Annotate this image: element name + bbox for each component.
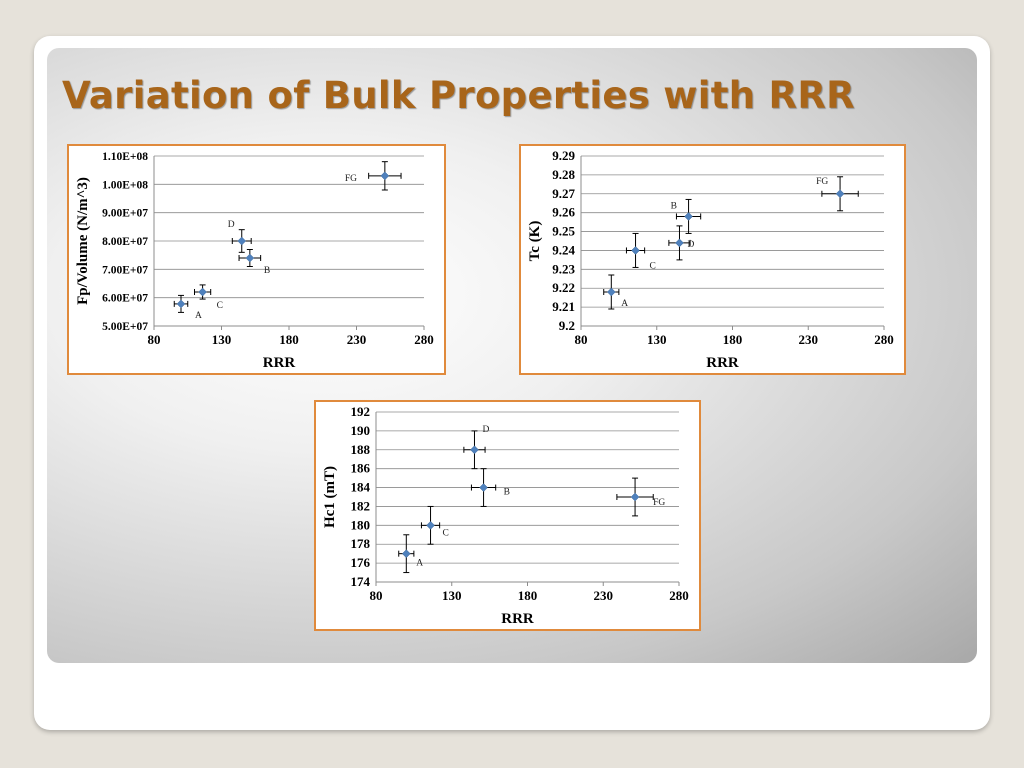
y-tick-label: 176 — [351, 555, 371, 570]
x-tick-label: 80 — [575, 332, 588, 347]
slide-title: Variation of Bulk Properties with RRR — [62, 74, 855, 117]
chart-svg: 9.2 9.21 9.22 9.23 9.24 9.25 9.26 9.27 9.28 9.29 8… — [527, 148, 894, 371]
chart-svg: 174 176 178 180 182 184 186 188 190 192 80 130 180 23… — [322, 404, 689, 627]
data-point-d — [675, 238, 684, 248]
data-point-b — [684, 212, 693, 221]
y-tick-label: 9.00E+07 — [102, 208, 148, 220]
x-axis-title: RRR — [501, 611, 534, 627]
data-point-fg — [630, 492, 640, 502]
y-tick-label: 6.00E+07 — [102, 293, 148, 305]
data-label-a: A — [195, 311, 202, 321]
y-tick-label: 1.10E+08 — [102, 151, 148, 163]
x-tick-label: 80 — [148, 332, 161, 347]
y-tick-label: 9.28 — [552, 167, 575, 182]
y-tick-label: 9.24 — [552, 242, 575, 257]
y-tick-label: 9.21 — [552, 299, 575, 314]
y-axis-title: Fp/Volume (N/m^3) — [75, 177, 91, 305]
y-axis-title: Hc1 (mT) — [322, 466, 338, 528]
chart-tc: 9.2 9.21 9.22 9.23 9.24 9.25 9.26 9.27 9.28 9.29 8… — [519, 144, 906, 375]
data-point-c — [198, 287, 207, 297]
x-tick-label: 130 — [212, 332, 232, 347]
chart-fp-volume: 5.00E+07 6.00E+07 7.00E+07 8.00E+07 9.00E+07… — [67, 144, 446, 375]
x-tick-label: 180 — [518, 588, 538, 603]
data-label-fg: FG — [345, 174, 357, 184]
y-tick-label: 9.29 — [552, 148, 575, 163]
data-label-fg: FG — [653, 498, 665, 508]
y-tick-label: 192 — [351, 404, 371, 419]
x-tick-label: 130 — [442, 588, 462, 603]
y-tick-label: 5.00E+07 — [102, 321, 148, 333]
chart-svg: 5.00E+07 6.00E+07 7.00E+07 8.00E+07 9.00E+07… — [75, 151, 434, 371]
x-tick-label: 230 — [799, 332, 819, 347]
y-tick-label: 9.26 — [552, 205, 575, 220]
data-point-d — [237, 236, 247, 246]
x-tick-label: 280 — [669, 588, 689, 603]
data-label-c: C — [443, 528, 449, 538]
x-tick-label: 180 — [279, 332, 299, 347]
x-tick-label: 280 — [874, 332, 894, 347]
x-tick-label: 180 — [723, 332, 743, 347]
data-point-c — [631, 246, 640, 255]
data-label-b: B — [264, 266, 270, 276]
data-point-a — [401, 549, 411, 559]
data-point-b — [245, 253, 255, 263]
y-tick-label: 8.00E+07 — [102, 236, 148, 248]
y-tick-label: 184 — [351, 480, 371, 495]
y-tick-label: 9.25 — [552, 224, 575, 239]
y-tick-label: 178 — [351, 536, 371, 551]
x-tick-label: 230 — [594, 588, 614, 603]
data-point-a — [606, 287, 616, 297]
data-label-d: D — [228, 220, 235, 230]
data-point-b — [479, 483, 488, 492]
y-tick-label: 7.00E+07 — [102, 264, 148, 276]
y-tick-label: 1.00E+08 — [102, 179, 148, 191]
data-label-b: B — [504, 488, 510, 498]
data-point-c — [426, 520, 435, 530]
x-tick-label: 280 — [414, 332, 434, 347]
data-label-a: A — [621, 299, 628, 309]
y-tick-label: 186 — [351, 461, 371, 476]
x-axis-title: RRR — [706, 355, 739, 371]
y-tick-label: 182 — [351, 498, 371, 513]
data-point-d — [470, 445, 479, 455]
data-point-fg — [835, 189, 845, 199]
y-tick-label: 190 — [351, 423, 371, 438]
data-label-c: C — [217, 301, 223, 311]
y-tick-label: 9.22 — [552, 280, 575, 295]
x-tick-label: 80 — [370, 588, 383, 603]
data-point-fg — [380, 171, 390, 181]
chart-hc1: 174 176 178 180 182 184 186 188 190 192 80 130 180 23… — [314, 400, 701, 631]
y-tick-label: 188 — [351, 442, 371, 457]
data-label-c: C — [650, 261, 656, 271]
y-tick-label: 174 — [351, 574, 371, 589]
x-axis-title: RRR — [263, 355, 296, 371]
y-tick-label: 9.27 — [552, 186, 575, 201]
data-label-b: B — [671, 201, 677, 211]
y-axis-title: Tc (K) — [527, 221, 543, 262]
y-tick-label: 180 — [351, 517, 371, 532]
x-tick-label: 130 — [647, 332, 667, 347]
data-point-a — [176, 299, 186, 309]
data-label-d: D — [687, 240, 694, 250]
y-tick-label: 9.23 — [552, 261, 575, 276]
data-label-fg: FG — [816, 177, 828, 187]
data-label-d: D — [482, 425, 489, 435]
y-tick-label: 9.2 — [559, 318, 575, 333]
data-label-a: A — [416, 559, 423, 569]
x-tick-label: 230 — [347, 332, 367, 347]
